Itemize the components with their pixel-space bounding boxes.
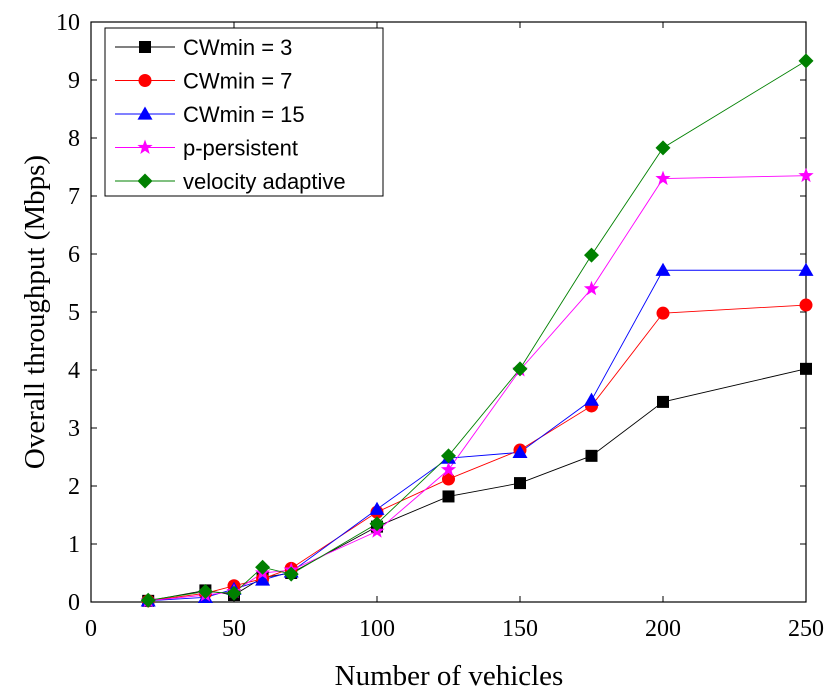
y-tick-label: 2 (68, 474, 80, 500)
data-point-3 (583, 280, 600, 296)
data-point-4 (283, 566, 299, 582)
y-tick-label: 8 (68, 126, 80, 152)
series-line-2 (148, 269, 806, 602)
legend-label-0: CWmin = 3 (183, 35, 292, 60)
y-tick-label: 1 (68, 532, 80, 558)
series-line-1 (148, 304, 807, 602)
data-point-4 (798, 53, 814, 69)
legend-label-4: velocity adaptive (183, 169, 346, 194)
y-tick-label: 7 (68, 184, 80, 210)
x-tick-label: 200 (645, 616, 681, 642)
y-tick-label: 0 (68, 590, 80, 616)
legend: CWmin = 3 CWmin = 7 CWmin = 15 p-persistent… (104, 27, 384, 197)
data-point-1 (656, 306, 670, 320)
series-line-3 (148, 175, 807, 602)
axis-ticks: 0 50 100 150 200 250 0 1 2 3 4 5 6 7 8 9 10 (56, 10, 824, 642)
data-point-4 (512, 361, 528, 377)
data-point-2 (584, 392, 599, 406)
data-point-4 (369, 516, 385, 532)
data-point-1 (442, 472, 455, 486)
y-tick-label: 5 (68, 300, 80, 326)
legend-label-2: CWmin = 15 (183, 102, 305, 127)
data-point-4 (584, 247, 599, 263)
y-tick-label: 6 (68, 242, 80, 268)
legend-marker-4 (137, 173, 153, 189)
series-line-0 (148, 368, 807, 602)
legend-box (104, 27, 384, 197)
x-tick-label: 50 (222, 616, 246, 642)
x-tick-label: 0 (85, 616, 97, 642)
data-point-0 (800, 362, 812, 375)
y-tick-label: 9 (68, 68, 80, 94)
legend-label-3: p-persistent (183, 136, 298, 161)
legend-label-1: CWmin = 7 (183, 69, 292, 94)
legend-marker-0 (139, 41, 151, 53)
y-tick-label: 4 (68, 358, 80, 384)
data-point-2 (798, 262, 814, 276)
data-point-4 (255, 559, 271, 575)
data-point-0 (657, 395, 669, 408)
legend-marker-1 (138, 74, 152, 87)
data-point-4 (197, 584, 213, 600)
y-axis-label: Overall throughput (Mbps) (19, 155, 51, 469)
data-point-3 (440, 461, 457, 477)
data-point-2 (512, 444, 528, 458)
data-point-4 (140, 592, 156, 608)
y-tick-label: 10 (56, 10, 80, 36)
data-point-2 (369, 501, 385, 515)
x-tick-label: 150 (502, 616, 538, 642)
data-point-0 (585, 449, 598, 462)
data-point-1 (799, 298, 813, 312)
data-point-4 (655, 140, 671, 156)
data-point-0 (514, 477, 526, 490)
data-point-0 (442, 490, 455, 503)
y-tick-label: 3 (68, 416, 80, 442)
series-markers (140, 53, 814, 608)
x-tick-label: 250 (788, 616, 824, 642)
x-tick-label: 100 (359, 616, 395, 642)
data-point-4 (226, 585, 242, 601)
data-point-3 (655, 170, 671, 186)
legend-marker-3 (137, 139, 153, 154)
data-point-2 (655, 262, 671, 276)
data-point-2 (255, 572, 271, 586)
data-point-3 (798, 167, 814, 183)
data-point-4 (441, 448, 456, 464)
x-axis-label: Number of vehicles (335, 660, 564, 692)
legend-marker-2 (137, 106, 153, 120)
